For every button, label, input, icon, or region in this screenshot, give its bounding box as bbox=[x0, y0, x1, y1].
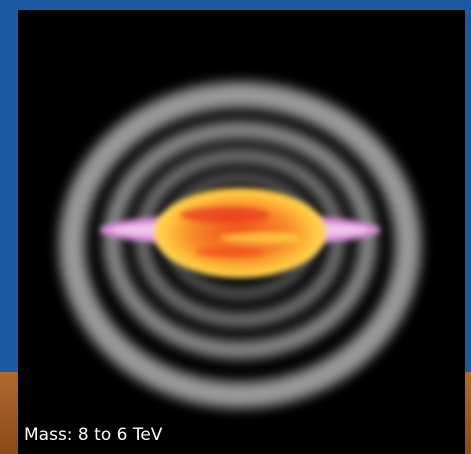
core-streaks bbox=[180, 207, 300, 257]
frame-brown-right bbox=[465, 372, 471, 454]
frame-brown bbox=[0, 372, 20, 454]
caption: Mass: 8 to 6 TeV bbox=[24, 425, 163, 445]
